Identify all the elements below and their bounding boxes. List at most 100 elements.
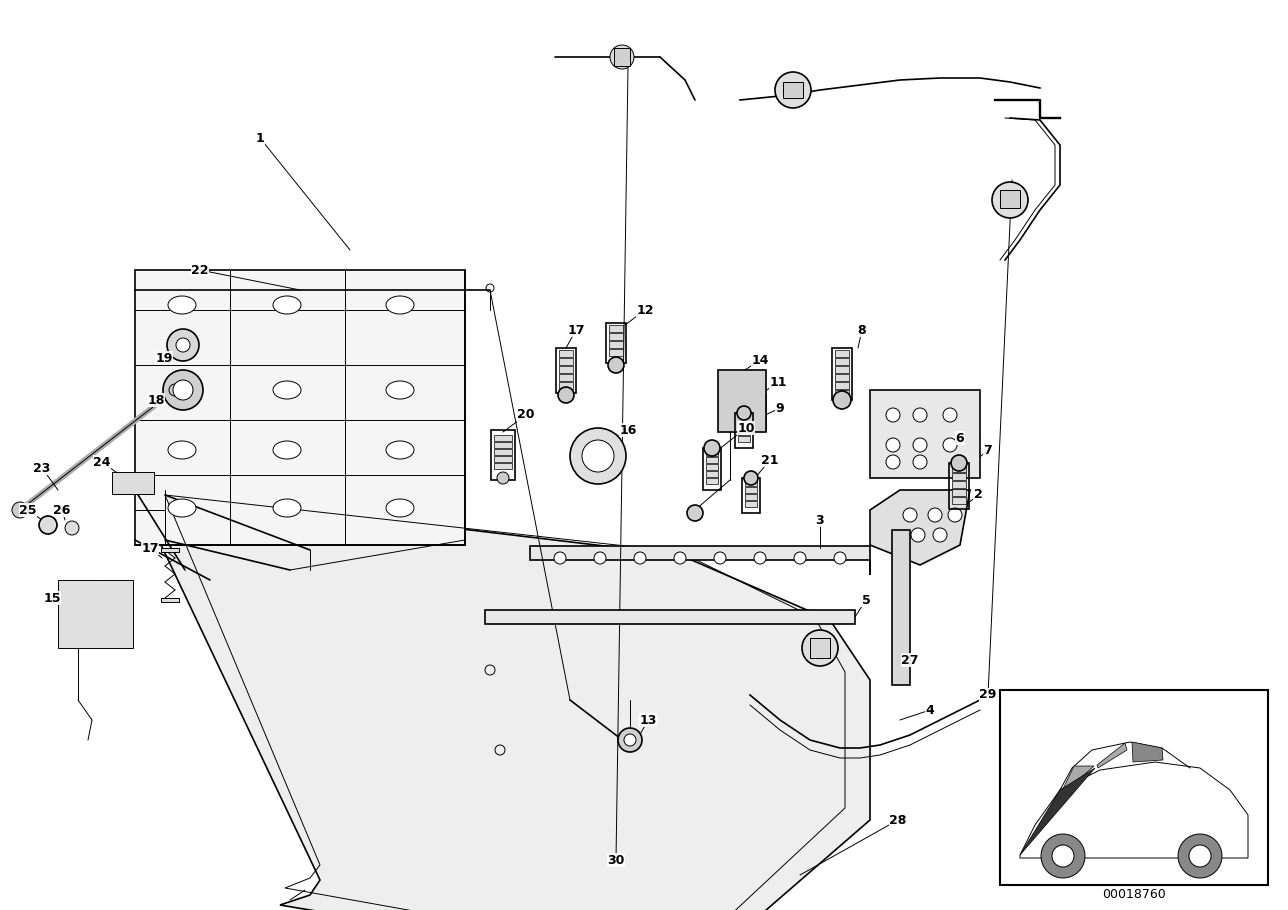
Circle shape (913, 408, 927, 422)
Text: 22: 22 (191, 264, 209, 277)
Text: 27: 27 (902, 653, 918, 666)
Circle shape (1179, 834, 1222, 878)
Circle shape (176, 338, 191, 352)
Text: 13: 13 (639, 713, 657, 726)
Polygon shape (135, 490, 869, 910)
Bar (735, 413, 753, 448)
Polygon shape (1097, 743, 1127, 768)
Circle shape (886, 408, 900, 422)
Circle shape (1052, 845, 1074, 867)
Bar (744, 494, 757, 500)
Text: 1: 1 (255, 132, 264, 145)
Bar (559, 374, 573, 381)
Bar (559, 382, 573, 389)
Circle shape (571, 428, 626, 484)
Bar (744, 480, 757, 486)
Polygon shape (1020, 762, 1248, 858)
Polygon shape (1020, 768, 1095, 855)
Ellipse shape (386, 499, 413, 517)
Bar (744, 487, 757, 493)
Text: 4: 4 (926, 703, 934, 716)
Text: 25: 25 (19, 503, 37, 517)
Circle shape (913, 455, 927, 469)
Bar (952, 489, 966, 496)
Circle shape (927, 508, 942, 522)
Text: 28: 28 (889, 814, 907, 826)
Text: 23: 23 (33, 461, 50, 474)
Circle shape (554, 552, 565, 564)
Text: 2: 2 (974, 489, 983, 501)
Circle shape (1041, 834, 1084, 878)
Bar (706, 457, 717, 463)
Bar (810, 638, 829, 658)
Circle shape (167, 329, 200, 361)
Circle shape (903, 508, 917, 522)
Bar (738, 429, 750, 435)
Bar (495, 456, 513, 462)
Ellipse shape (386, 296, 413, 314)
Bar (717, 370, 766, 432)
Bar (556, 348, 576, 393)
Bar (706, 478, 717, 484)
Text: 9: 9 (775, 401, 784, 414)
Text: 18: 18 (147, 393, 165, 407)
Circle shape (744, 471, 759, 485)
Text: 30: 30 (608, 854, 625, 866)
Circle shape (793, 552, 806, 564)
Text: 17: 17 (142, 541, 158, 554)
Circle shape (943, 408, 957, 422)
Bar (614, 48, 630, 66)
Text: 19: 19 (156, 351, 173, 365)
Text: 7: 7 (984, 443, 992, 457)
Bar (112, 472, 155, 494)
Text: 15: 15 (44, 592, 61, 604)
Circle shape (911, 528, 925, 542)
Bar (952, 473, 966, 480)
Bar (486, 610, 855, 624)
Circle shape (687, 505, 703, 521)
Bar (609, 325, 623, 332)
Bar (835, 366, 849, 373)
Circle shape (775, 72, 811, 108)
Text: 29: 29 (979, 689, 997, 702)
Circle shape (802, 630, 838, 666)
Circle shape (1189, 845, 1211, 867)
Circle shape (64, 521, 79, 535)
Circle shape (753, 552, 766, 564)
Circle shape (169, 384, 182, 396)
Bar (495, 463, 513, 469)
Bar (491, 430, 515, 480)
Circle shape (737, 406, 751, 420)
Text: 8: 8 (858, 323, 867, 337)
Bar (832, 348, 851, 400)
Circle shape (951, 455, 967, 471)
Bar (738, 436, 750, 442)
Bar (835, 358, 849, 365)
Circle shape (608, 357, 623, 373)
Ellipse shape (386, 441, 413, 459)
Bar (999, 190, 1020, 208)
Text: 6: 6 (956, 431, 965, 444)
Bar (559, 358, 573, 365)
Bar (835, 390, 849, 397)
Text: 00018760: 00018760 (1103, 888, 1166, 902)
Circle shape (714, 552, 726, 564)
Bar (609, 333, 623, 340)
Circle shape (992, 182, 1028, 218)
Circle shape (835, 552, 846, 564)
Bar (495, 442, 513, 448)
Ellipse shape (167, 441, 196, 459)
Ellipse shape (167, 381, 196, 399)
Circle shape (582, 440, 614, 472)
Ellipse shape (273, 296, 301, 314)
Bar (161, 598, 179, 602)
Bar (869, 390, 980, 478)
Circle shape (618, 728, 641, 752)
Polygon shape (529, 546, 869, 575)
Text: 5: 5 (862, 593, 871, 606)
Circle shape (12, 502, 28, 518)
Circle shape (833, 391, 851, 409)
Bar (135, 270, 465, 545)
Bar (835, 374, 849, 381)
Bar (952, 497, 966, 504)
